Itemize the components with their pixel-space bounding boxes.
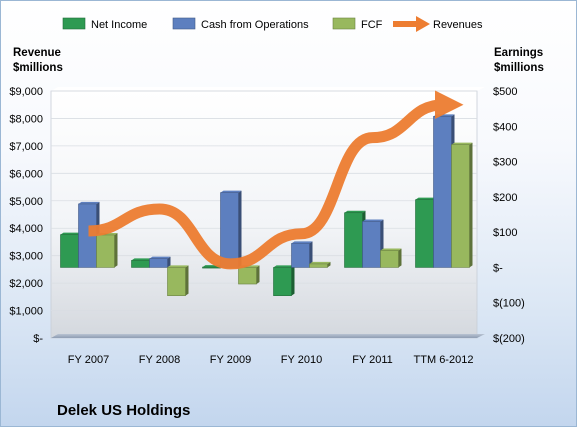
left-tick-label: $1,000 xyxy=(9,306,43,318)
fcf-bar xyxy=(310,264,328,268)
fcf-bar-side xyxy=(470,143,473,268)
cash-from-operations-bar xyxy=(363,222,381,268)
fcf-bar-side xyxy=(257,265,260,284)
left-tick-label: $7,000 xyxy=(9,141,43,153)
category-label: FY 2011 xyxy=(352,354,393,366)
cash-from-operations-bar xyxy=(150,259,168,268)
cash-from-operations-bar xyxy=(221,193,239,268)
net-income-bar-side xyxy=(292,265,295,295)
legend-swatch-cash-from-operations xyxy=(173,18,195,29)
right-tick-label: $400 xyxy=(493,121,517,133)
fcf-bar xyxy=(168,267,186,295)
left-tick-label: $6,000 xyxy=(9,168,43,180)
left-tick-label: $8,000 xyxy=(9,113,43,125)
net-income-bar xyxy=(345,213,363,268)
fcf-bar-side xyxy=(399,248,402,267)
legend-swatch-net-income xyxy=(63,18,85,29)
fcf-bar xyxy=(452,145,470,268)
plot-floor xyxy=(51,334,485,338)
fcf-bar xyxy=(239,267,257,284)
category-label: FY 2007 xyxy=(68,354,109,366)
net-income-bar xyxy=(416,200,434,268)
fcf-bar xyxy=(381,250,399,267)
left-tick-label: $- xyxy=(33,333,43,345)
left-tick-label: $9,000 xyxy=(9,86,43,98)
net-income-bar xyxy=(203,267,221,268)
fcf-bar-side xyxy=(186,265,189,295)
legend: Net Income Cash from Operations FCF Revenue… xyxy=(63,16,483,32)
left-axis-title-line2: $millions xyxy=(13,62,63,74)
net-income-bar-top xyxy=(345,211,366,213)
left-axis-ticks: $- $1,000 $2,000 $3,000 $4,000 $5,000 $6,000 $7… xyxy=(9,86,43,345)
cash-from-operations-bar-side xyxy=(239,191,242,268)
plot-area xyxy=(51,91,477,338)
right-axis-title-line2: $millions xyxy=(494,62,544,74)
right-axis-title-line1: Earnings xyxy=(494,47,543,59)
right-tick-label: $100 xyxy=(493,227,517,239)
left-tick-label: $2,000 xyxy=(9,278,43,290)
left-tick-label: $4,000 xyxy=(9,223,43,235)
right-tick-label: $500 xyxy=(493,86,517,98)
cash-from-operations-bar xyxy=(292,243,310,267)
legend-label-revenues: Revenues xyxy=(433,19,483,31)
cash-from-operations-bar-top xyxy=(221,191,242,193)
category-label: TTM 6-2012 xyxy=(414,354,474,366)
category-labels: FY 2007 FY 2008 FY 2009 FY 2010 FY 2011 TTM 6… xyxy=(68,354,474,366)
legend-arrow-revenues xyxy=(416,16,430,32)
cash-from-operations-bar-top xyxy=(292,241,313,243)
left-axis-title-line1: Revenue xyxy=(13,47,61,59)
cash-from-operations-bar xyxy=(434,116,452,267)
left-tick-label: $5,000 xyxy=(9,196,43,208)
category-label: FY 2009 xyxy=(210,354,251,366)
right-axis-ticks: $(200) $(100) $- $100 $200 $300 $400 $500 xyxy=(493,86,525,345)
legend-label-net-income: Net Income xyxy=(91,19,147,31)
cash-from-operations-bar-top xyxy=(363,220,384,222)
net-income-bar xyxy=(274,267,292,295)
legend-label-cash-from-operations: Cash from Operations xyxy=(201,19,309,31)
legend-label-fcf: FCF xyxy=(361,19,383,31)
right-tick-label: $200 xyxy=(493,192,517,204)
right-tick-label: $300 xyxy=(493,157,517,169)
chart-title: Delek US Holdings xyxy=(57,402,190,419)
left-tick-label: $3,000 xyxy=(9,251,43,263)
right-tick-label: $(200) xyxy=(493,333,525,345)
right-tick-label: $- xyxy=(493,262,503,274)
net-income-bar xyxy=(61,235,79,268)
net-income-bar xyxy=(132,260,150,267)
fcf-bar-side xyxy=(115,233,118,267)
legend-swatch-fcf xyxy=(333,18,355,29)
category-label: FY 2008 xyxy=(139,354,180,366)
category-label: FY 2010 xyxy=(281,354,322,366)
right-tick-label: $(100) xyxy=(493,298,525,310)
fcf-bar xyxy=(97,235,115,267)
